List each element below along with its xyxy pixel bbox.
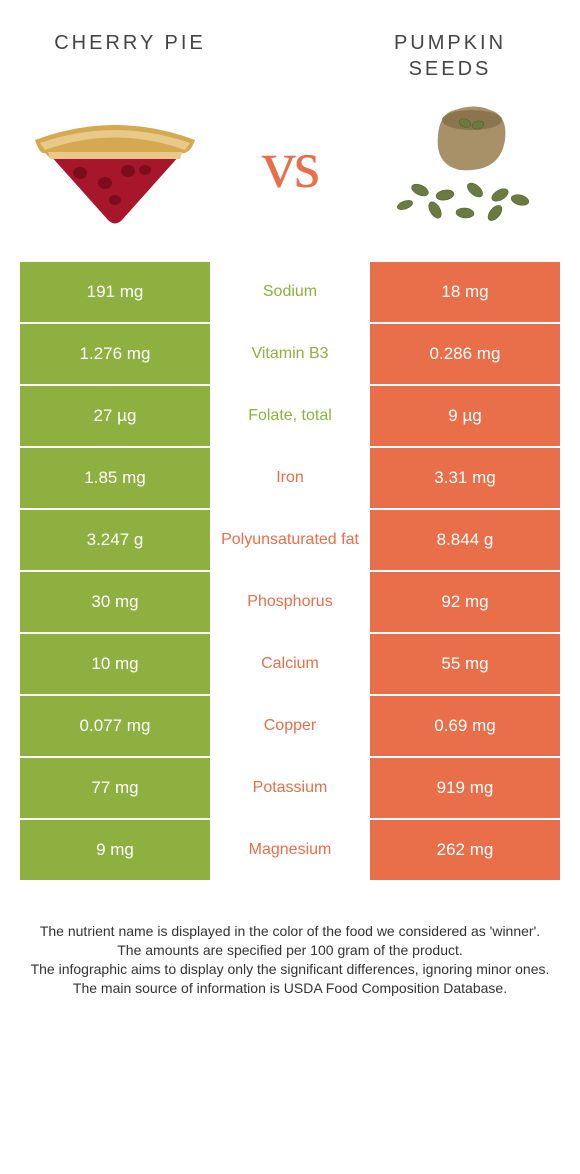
right-value: 55 mg xyxy=(370,634,560,694)
table-row: 27 µgFolate, total9 µg xyxy=(20,386,560,446)
nutrient-name: Iron xyxy=(210,448,370,508)
footer-line: The main source of information is USDA F… xyxy=(30,979,550,998)
right-value: 8.844 g xyxy=(370,510,560,570)
table-row: 191 mgSodium18 mg xyxy=(20,262,560,322)
cherry-pie-icon xyxy=(30,90,200,240)
table-row: 1.276 mgVitamin B30.286 mg xyxy=(20,324,560,384)
vs-label: vs xyxy=(262,125,318,204)
left-value: 0.077 mg xyxy=(20,696,210,756)
footer-notes: The nutrient name is displayed in the co… xyxy=(0,882,580,998)
right-value: 18 mg xyxy=(370,262,560,322)
right-value: 3.31 mg xyxy=(370,448,560,508)
right-value: 9 µg xyxy=(370,386,560,446)
left-food-title: CHERRY PIE xyxy=(30,30,230,56)
left-value: 3.247 g xyxy=(20,510,210,570)
nutrient-name: Calcium xyxy=(210,634,370,694)
right-value: 0.69 mg xyxy=(370,696,560,756)
nutrient-table: 191 mgSodium18 mg1.276 mgVitamin B30.286… xyxy=(20,262,560,880)
nutrient-name: Sodium xyxy=(210,262,370,322)
left-value: 27 µg xyxy=(20,386,210,446)
right-food-title: PUMPKINSEEDS xyxy=(350,30,550,82)
table-row: 10 mgCalcium55 mg xyxy=(20,634,560,694)
nutrient-name: Vitamin B3 xyxy=(210,324,370,384)
left-value: 30 mg xyxy=(20,572,210,632)
nutrient-name: Polyunsaturated fat xyxy=(210,510,370,570)
nutrient-name: Magnesium xyxy=(210,820,370,880)
table-row: 9 mgMagnesium262 mg xyxy=(20,820,560,880)
header: CHERRY PIE PUMPKINSEEDS xyxy=(0,0,580,92)
nutrient-name: Potassium xyxy=(210,758,370,818)
left-value: 191 mg xyxy=(20,262,210,322)
left-value: 77 mg xyxy=(20,758,210,818)
right-value: 92 mg xyxy=(370,572,560,632)
right-value: 0.286 mg xyxy=(370,324,560,384)
left-value: 9 mg xyxy=(20,820,210,880)
nutrient-name: Folate, total xyxy=(210,386,370,446)
table-row: 1.85 mgIron3.31 mg xyxy=(20,448,560,508)
left-value: 1.276 mg xyxy=(20,324,210,384)
table-row: 3.247 gPolyunsaturated fat8.844 g xyxy=(20,510,560,570)
footer-line: The nutrient name is displayed in the co… xyxy=(30,922,550,941)
left-value: 10 mg xyxy=(20,634,210,694)
image-row: vs xyxy=(0,92,580,262)
right-value: 919 mg xyxy=(370,758,560,818)
footer-line: The infographic aims to display only the… xyxy=(30,960,550,979)
table-row: 0.077 mgCopper0.69 mg xyxy=(20,696,560,756)
pumpkin-seeds-icon xyxy=(380,90,550,240)
nutrient-name: Phosphorus xyxy=(210,572,370,632)
left-value: 1.85 mg xyxy=(20,448,210,508)
nutrient-name: Copper xyxy=(210,696,370,756)
table-row: 30 mgPhosphorus92 mg xyxy=(20,572,560,632)
footer-line: The amounts are specified per 100 gram o… xyxy=(30,941,550,960)
table-row: 77 mgPotassium919 mg xyxy=(20,758,560,818)
right-value: 262 mg xyxy=(370,820,560,880)
